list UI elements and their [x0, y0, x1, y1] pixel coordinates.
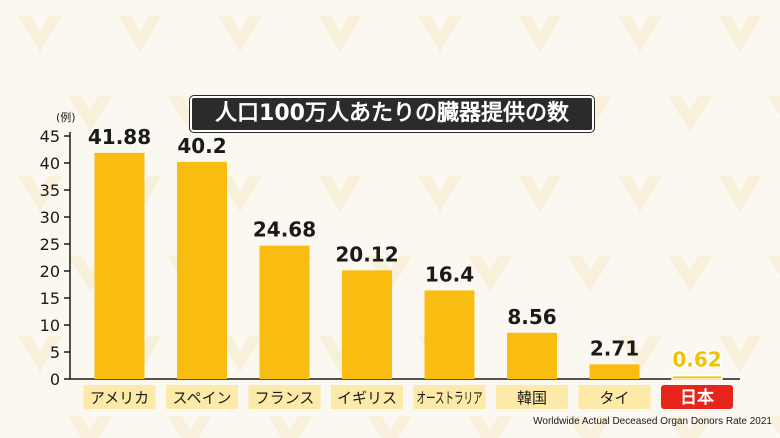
category-label: オーストラリア [417, 389, 483, 407]
background-leaf-shape [618, 176, 662, 212]
background-leaf-shape [768, 416, 780, 436]
bar-value-label: 0.62 [672, 348, 721, 372]
y-tick-label: 5 [50, 343, 60, 362]
category-label: タイ [599, 389, 629, 407]
chart-title: 人口100万人あたりの臓器提供の数 [190, 96, 594, 132]
background-leaf-shape [468, 416, 512, 438]
bar-country [424, 290, 475, 379]
background-leaf-shape [18, 176, 62, 212]
background-leaf-shape [168, 416, 212, 438]
background-leaf-shape [568, 256, 612, 292]
bar-value-label: 40.2 [177, 134, 226, 158]
background-leaf-shape [468, 256, 512, 292]
bar-value-label: 8.56 [507, 305, 556, 329]
background-leaf-shape [618, 336, 662, 372]
background-leaf-shape [718, 16, 762, 52]
y-tick-label: 45 [40, 127, 60, 146]
background-leaf-shape [18, 16, 62, 52]
background-leaf-shape [668, 416, 712, 438]
category-label: フランス [255, 389, 315, 407]
background-leaf-shape [18, 336, 62, 372]
background-leaf-shape [368, 416, 412, 438]
y-tick-label: 40 [40, 154, 60, 173]
bar-value-label: 16.4 [425, 262, 474, 286]
category-label-box [496, 385, 568, 409]
bar-value-label: 20.12 [335, 242, 398, 266]
category-label-box [83, 385, 156, 409]
category-label: 韓国 [517, 389, 547, 407]
background-leaf-shape [218, 16, 262, 52]
category-label-box [413, 385, 486, 409]
bars-group [94, 152, 723, 380]
background-leaf-shape [768, 96, 780, 116]
background-leaf-shape [418, 16, 462, 52]
category-label: スペイン [173, 389, 232, 407]
category-label: 日本 [680, 387, 714, 408]
category-label: イギリス [337, 389, 397, 407]
y-tick-label: 10 [40, 316, 60, 335]
category-labels-group: アメリカ スペイン フランス イギリス オーストラリア 韓国 タイ 日本 [83, 385, 733, 409]
category-label-box [248, 385, 321, 409]
source-note: Worldwide Actual Deceased Organ Donors R… [533, 416, 772, 427]
background-leaf-shape [218, 176, 262, 212]
bar-value-label: 2.71 [590, 336, 639, 360]
y-tick-label: 25 [40, 235, 60, 254]
background-leaf-shape [518, 176, 562, 212]
background-leaf-shape [318, 16, 362, 52]
bar-country [589, 364, 640, 379]
category-label: アメリカ [90, 389, 149, 407]
y-tick-label: 0 [50, 370, 60, 389]
background-leaf-shape [668, 96, 712, 132]
bar-value-label: 41.88 [88, 125, 151, 149]
bar-country [94, 152, 145, 379]
y-tick-label: 30 [40, 208, 60, 227]
bar-country [259, 245, 310, 379]
bar-value-label: 24.68 [253, 218, 316, 242]
background-leaf-shape [668, 256, 712, 292]
background-leaf-shape [568, 416, 612, 438]
background-leaf-shape [218, 336, 262, 372]
bar-country [507, 332, 557, 379]
background-leaf-shape [118, 16, 162, 52]
background-leaf-shape [68, 416, 112, 438]
bar-country [177, 161, 227, 379]
y-tick-label: 15 [40, 289, 60, 308]
y-axis-unit-label: (例) [56, 110, 76, 124]
value-labels-group: 41.88 40.2 24.68 20.12 16.4 8.56 2.71 0.62 [88, 125, 723, 373]
background-leaf-shape [718, 176, 762, 212]
category-label-box [578, 385, 651, 409]
background-leaf-shape [318, 176, 362, 212]
bar-country [342, 270, 392, 379]
category-label-box [661, 385, 733, 409]
bar-highlight [671, 374, 723, 380]
category-label-box [331, 385, 403, 409]
background-leaf-shape [418, 176, 462, 212]
category-label-box [166, 385, 238, 409]
background-leaf-shape [768, 256, 780, 276]
y-tick-label: 20 [40, 262, 60, 281]
background-leaf-shape [718, 336, 762, 372]
background-leaf-shape [618, 16, 662, 52]
y-tick-label: 35 [40, 181, 60, 200]
background-leaf-shape [518, 16, 562, 52]
background-leaf-shape [268, 416, 312, 438]
background-leaf-shape [68, 96, 112, 132]
